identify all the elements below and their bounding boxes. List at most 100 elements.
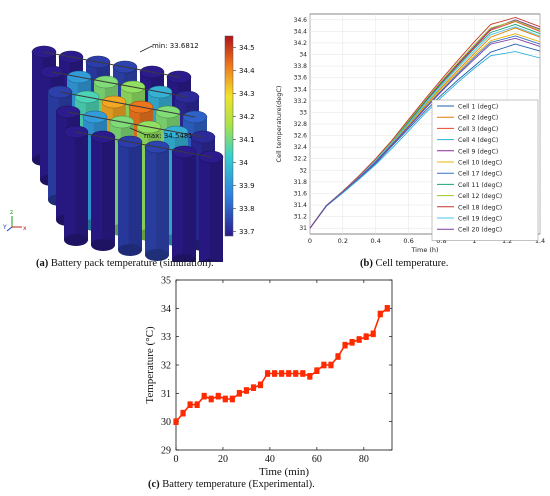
colorbar-tick-label: 33.9 <box>239 182 255 190</box>
cell-interconnect <box>121 121 150 128</box>
cell-interconnect <box>70 56 99 63</box>
data-point-c <box>187 401 193 408</box>
cell-interconnect <box>175 131 204 138</box>
ytick-label-b: 34.4 <box>294 28 308 35</box>
data-point-c <box>279 370 285 377</box>
caption-a-tag: (a) <box>36 258 49 269</box>
cell-interconnect <box>113 101 142 108</box>
legend-b <box>431 99 539 241</box>
data-point-c <box>363 333 369 340</box>
xtick-label-c: 40 <box>265 454 275 465</box>
ytick-label-b: 34 <box>299 52 307 59</box>
series-line-b <box>309 37 541 229</box>
panel-a: 34.5 34.4 34.3 34.2 34.1 34 33.9 33.8 33.7 min: … <box>0 0 272 271</box>
ytick-label-b: 31 <box>299 225 307 232</box>
cell-interconnect <box>124 66 153 73</box>
data-point-c <box>300 370 306 377</box>
ytick-label-b: 31.8 <box>294 179 308 186</box>
caption-b-tag: (b) <box>360 258 373 269</box>
data-point-c <box>173 418 179 425</box>
xtick-label-b: 1 <box>472 237 476 245</box>
ytick-label-c: 31 <box>161 389 171 400</box>
legend-entry-b: Cell 11 (degC) <box>458 182 502 189</box>
colorbar-tick-label: 33.8 <box>239 205 255 213</box>
ytick-label-c: 34 <box>161 304 171 315</box>
ytick-label-b: 34.2 <box>294 40 308 47</box>
cell-interconnect <box>183 151 212 158</box>
data-point-c <box>328 361 334 369</box>
battery-cell <box>198 150 224 271</box>
cell-interconnect <box>86 96 115 103</box>
caption-b: (b) Cell temperature. <box>360 258 448 269</box>
data-point-c <box>370 330 376 338</box>
panel-c: 29 30 31 32 33 34 35 0 20 40 60 80 Time (min) Tempera… <box>120 272 410 496</box>
caption-c-tag: (c) <box>148 479 160 490</box>
y-axis-label-c: Temperature (°C) <box>144 326 156 404</box>
y-axis-label-b: Cell temperature(degC) <box>275 86 283 163</box>
data-point-c <box>335 353 341 360</box>
legend-entry-b: Cell 19 (degC) <box>458 216 502 223</box>
plot-area-c <box>175 279 393 451</box>
cell-interconnect <box>78 76 107 83</box>
xtick-label-c: 0 <box>174 454 179 465</box>
ytick-label-b: 31.6 <box>294 190 308 197</box>
data-point-c <box>201 392 207 400</box>
ytick-label-b: 33 <box>299 109 307 116</box>
cell-interconnect <box>132 86 161 93</box>
cell-interconnect <box>59 91 88 98</box>
cell-interconnect <box>67 111 96 118</box>
legend-entry-b: Cell 12 (degC) <box>458 193 502 200</box>
colorbar-tick-label: 34.4 <box>239 67 255 75</box>
cell-interconnect <box>140 106 169 113</box>
ytick-label-b: 33.2 <box>294 98 308 105</box>
cell-interconnect <box>94 116 123 123</box>
min-leader-line <box>139 45 153 53</box>
battery-cell <box>117 135 143 256</box>
battery-cell <box>171 145 197 266</box>
series-line-b <box>309 17 541 229</box>
cell-interconnect <box>159 91 188 98</box>
colorbar-tick-label: 34.2 <box>239 113 255 121</box>
data-point-c <box>384 305 390 312</box>
ytick-label-b: 34.6 <box>294 17 308 24</box>
ytick-label-b: 31.4 <box>294 202 308 209</box>
ytick-label-b: 32.2 <box>294 156 308 163</box>
triad-z-label: z <box>10 209 13 216</box>
triad-y-label: Y <box>2 224 7 231</box>
data-point-c <box>307 373 313 380</box>
xtick-label-c: 80 <box>359 454 369 465</box>
data-point-c <box>215 392 221 400</box>
data-point-c <box>342 341 348 349</box>
ytick-label-c: 33 <box>161 332 171 343</box>
xtick-label-b: 1.2 <box>502 237 512 245</box>
caption-b-text: Cell temperature. <box>375 258 449 269</box>
x-axis-label-b: Time (h) <box>410 246 438 254</box>
legend-entry-b: Cell 4 (degC) <box>458 137 498 144</box>
legend-entry-b: Cell 2 (degC) <box>458 115 498 122</box>
data-point-c <box>286 370 292 377</box>
colorbar-tick-label: 33.7 <box>239 228 255 236</box>
x-axis-label-c: Time (min) <box>259 466 309 478</box>
max-annotation: max: 34.5481 <box>144 132 193 140</box>
ytick-label-c: 35 <box>161 276 171 287</box>
colorbar-tick-label: 34.3 <box>239 90 255 98</box>
cell-interconnect <box>151 71 180 78</box>
ytick-label-b: 33.8 <box>294 63 308 70</box>
ytick-label-b: 32 <box>299 167 307 174</box>
data-point-c <box>229 395 235 403</box>
ytick-label-c: 29 <box>161 446 171 457</box>
colorbar-tick-label: 34 <box>239 159 248 167</box>
xtick-label-b: 1.4 <box>535 237 545 245</box>
cell-interconnect <box>75 131 104 138</box>
legend-entry-b: Cell 10 (degC) <box>458 160 502 167</box>
ytick-label-b: 33.4 <box>294 86 308 93</box>
data-point-c <box>208 395 214 403</box>
cell-interconnect <box>43 51 72 58</box>
xtick-label-b: 0.6 <box>403 237 413 245</box>
xtick-label-b: 0 <box>308 237 312 245</box>
xtick-label-c: 60 <box>312 454 322 465</box>
legend-entry-b: Cell 9 (degC) <box>458 148 498 155</box>
legend-entry-b: Cell 17 (degC) <box>458 171 502 178</box>
xtick-label-c: 20 <box>218 454 228 465</box>
ytick-label-c: 30 <box>161 417 171 428</box>
